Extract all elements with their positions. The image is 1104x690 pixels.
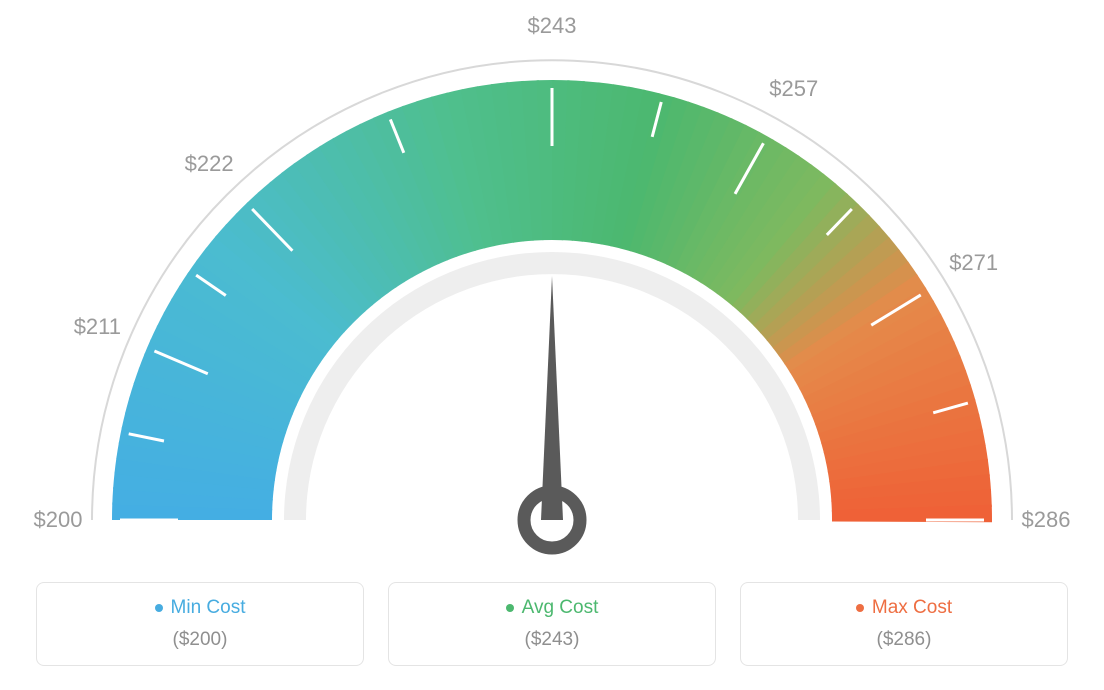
legend-value-max: ($286) — [741, 629, 1067, 651]
dot-icon — [856, 604, 864, 612]
legend-title-min: Min Cost — [155, 597, 246, 619]
legend-value-min: ($200) — [37, 629, 363, 651]
dot-icon — [506, 604, 514, 612]
legend-title-avg: Avg Cost — [506, 597, 599, 619]
legend-label: Avg Cost — [522, 597, 599, 619]
dot-icon — [155, 604, 163, 612]
gauge-tick-label: $243 — [528, 13, 577, 39]
legend-card-avg: Avg Cost ($243) — [388, 582, 716, 666]
gauge-tick-label: $271 — [949, 250, 998, 276]
legend-card-min: Min Cost ($200) — [36, 582, 364, 666]
legend-title-max: Max Cost — [856, 597, 952, 619]
legend-label: Max Cost — [872, 597, 952, 619]
gauge-svg — [0, 0, 1104, 560]
gauge-tick-label: $200 — [34, 507, 83, 533]
legend-row: Min Cost ($200) Avg Cost ($243) Max Cost… — [0, 582, 1104, 666]
legend-label: Min Cost — [171, 597, 246, 619]
legend-value-avg: ($243) — [389, 629, 715, 651]
legend-card-max: Max Cost ($286) — [740, 582, 1068, 666]
cost-gauge: $200 $211 $222 $243 $257 $271 $286 — [0, 0, 1104, 560]
gauge-tick-label: $286 — [1022, 507, 1071, 533]
gauge-tick-label: $211 — [74, 314, 121, 340]
gauge-tick-label: $222 — [185, 151, 234, 177]
gauge-tick-label: $257 — [769, 76, 818, 102]
